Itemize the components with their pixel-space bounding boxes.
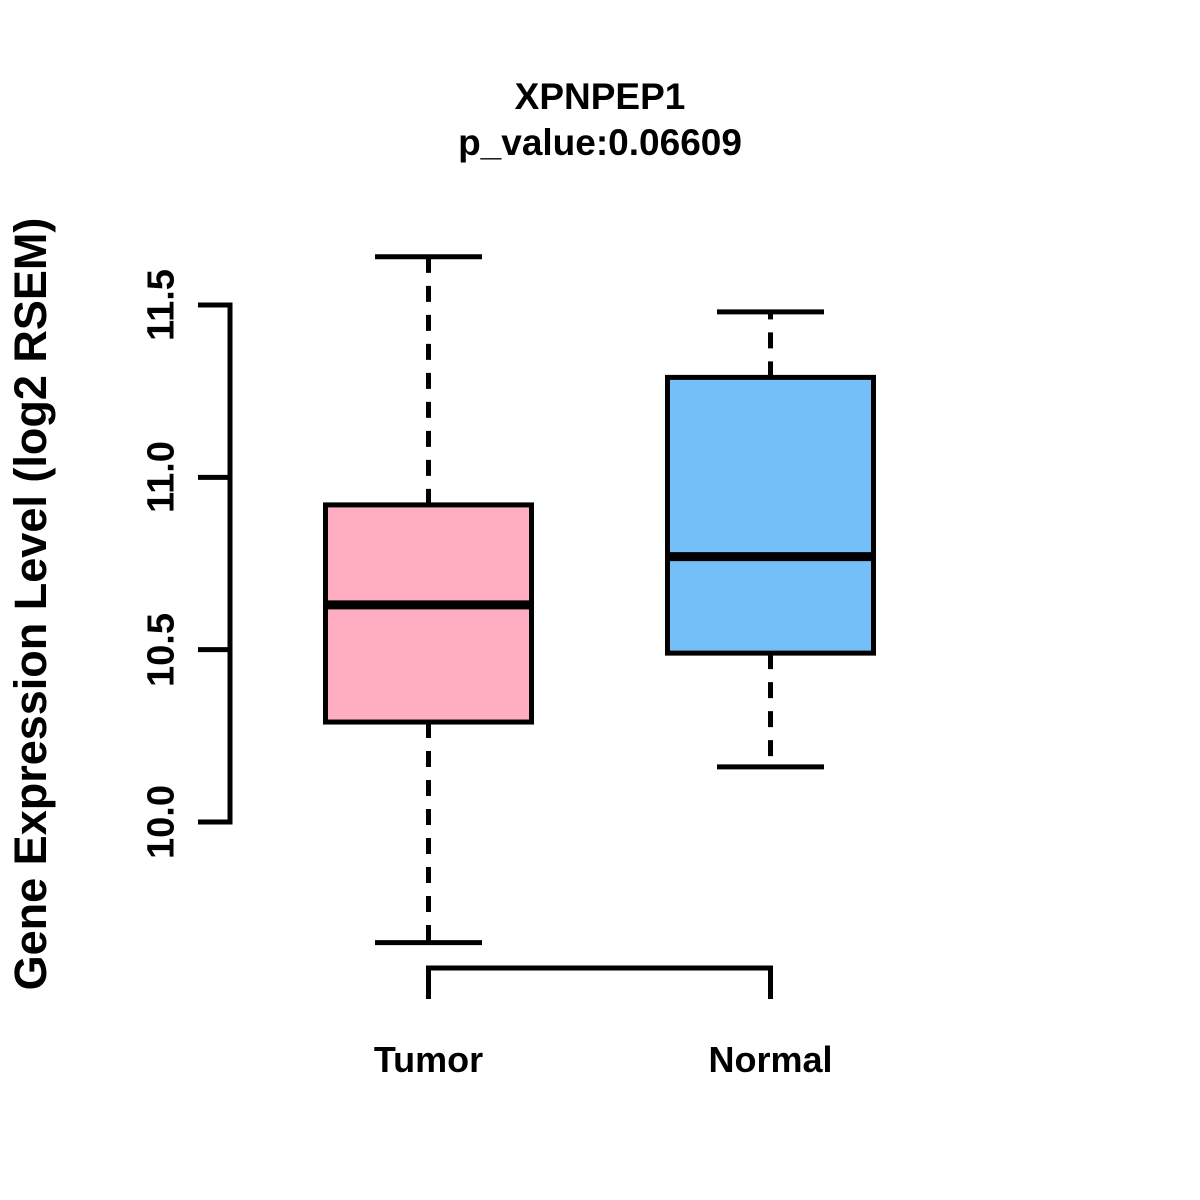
box-normal	[665, 374, 876, 656]
chart-title: XPNPEP1	[0, 78, 1200, 115]
x-category-label-normal: Normal	[708, 1039, 833, 1080]
y-tick-label: 10.5	[140, 612, 183, 687]
x-category-label-tumor: Tumor	[373, 1039, 484, 1080]
y-tick-label: 11.5	[140, 269, 183, 341]
chart-subtitle-pvalue: p_value:0.06609	[0, 124, 1200, 161]
box-tumor	[323, 502, 534, 725]
y-tick-label: 11.0	[140, 441, 183, 514]
x-axis-bracket	[426, 965, 773, 999]
gene-name-text: XPNPEP1	[514, 76, 686, 117]
p-value-text: p_value:0.06609	[458, 122, 742, 163]
y-tick-label: 10.0	[140, 785, 183, 859]
